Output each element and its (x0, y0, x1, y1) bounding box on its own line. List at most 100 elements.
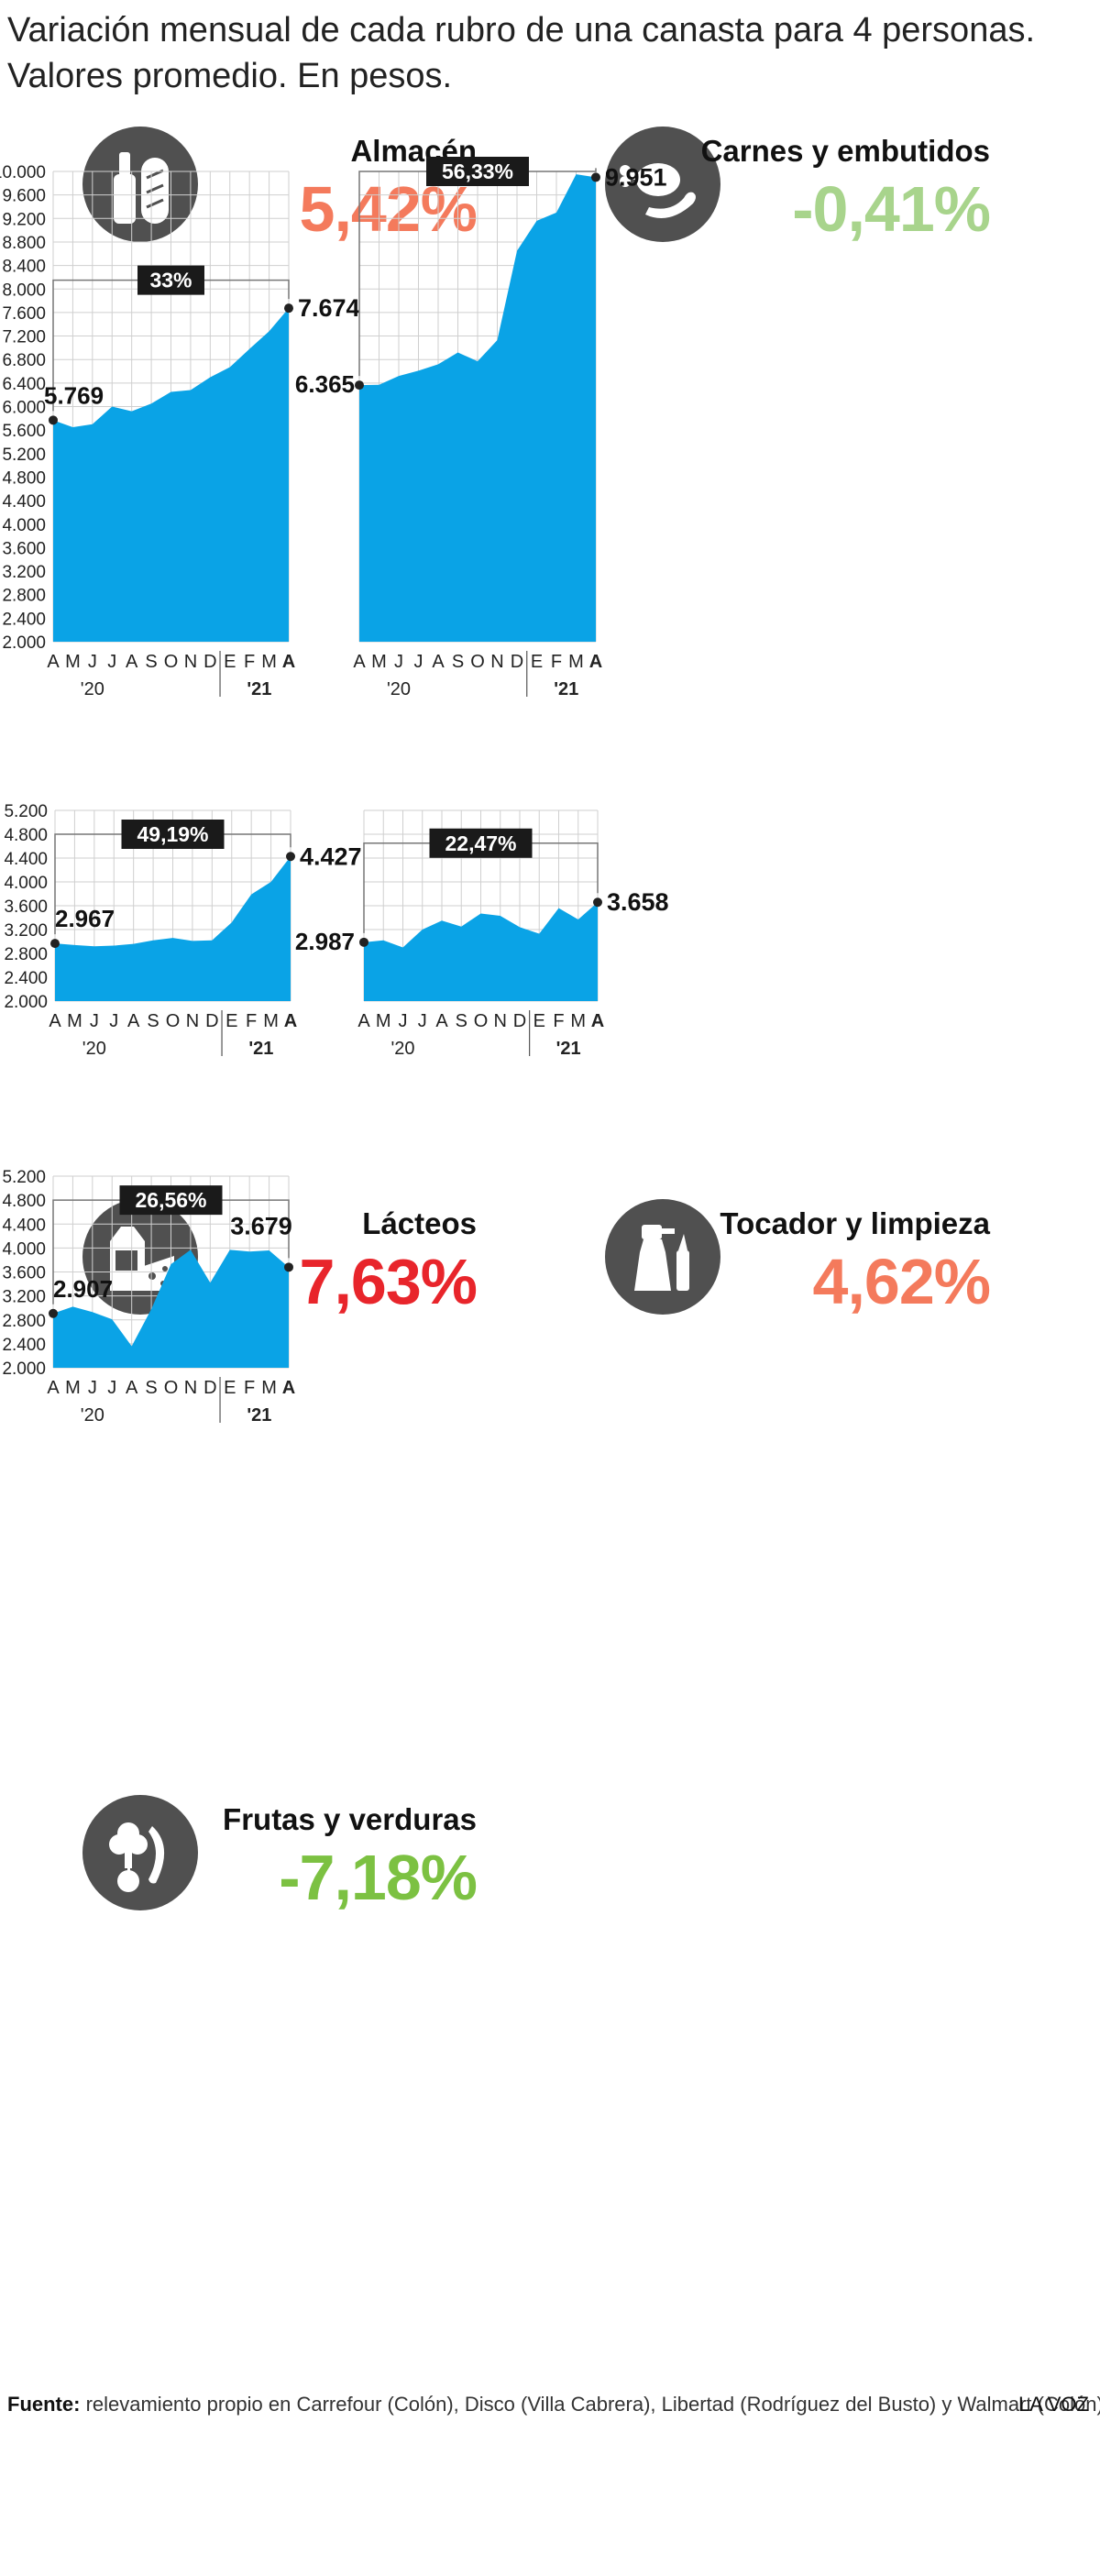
x-tick-label: S (452, 652, 464, 672)
x-tick-label: O (166, 1011, 181, 1031)
panel-carnes: Carnes y embutidos -0,41% 56,33% 6.365 9.9… (295, 119, 1027, 908)
year-label-2020: '20 (82, 1039, 106, 1059)
y-tick-label: 9.200 (2, 210, 46, 229)
year-label-2020: '20 (81, 679, 104, 699)
x-tick-label: M (371, 652, 387, 672)
start-value-label: 2.987 (295, 928, 355, 955)
header-line-2: Valores promedio. En pesos. (7, 57, 453, 95)
start-point (355, 380, 364, 391)
x-tick-label: J (414, 652, 424, 672)
year-label-2020: '20 (390, 1039, 414, 1059)
x-tick-label: A (282, 1378, 295, 1398)
end-value-label: 3.679 (230, 1212, 292, 1239)
x-tick-label: J (399, 1011, 408, 1031)
x-tick-label: F (551, 652, 562, 672)
change-badge (121, 820, 225, 849)
x-tick-label: M (376, 1011, 391, 1031)
y-tick-label: 4.400 (2, 1216, 46, 1235)
year-label-2021: '21 (248, 1039, 273, 1059)
y-tick-label: 8.400 (2, 258, 46, 277)
y-tick-label: 2.000 (2, 633, 46, 653)
y-tick-label: 2.800 (2, 1312, 46, 1331)
x-tick-label: F (553, 1011, 564, 1031)
x-tick-label: M (67, 1011, 82, 1031)
change-badge-label: 22,47% (445, 831, 516, 855)
x-tick-label: A (284, 1011, 297, 1031)
category-title: Lácteos (362, 1206, 477, 1240)
year-label-2021: '21 (247, 1405, 271, 1426)
x-tick-label: J (88, 1378, 97, 1398)
y-tick-label: 4.000 (2, 1239, 46, 1259)
x-tick-label: E (224, 1378, 236, 1398)
y-tick-label: 2.000 (2, 1360, 46, 1379)
x-tick-label: J (88, 652, 97, 672)
end-point (593, 897, 602, 908)
fruit-vegetable-icon (82, 1795, 198, 1910)
x-tick-label: A (126, 1378, 138, 1398)
x-tick-label: A (432, 652, 445, 672)
x-tick-label: A (47, 1378, 60, 1398)
y-tick-label: 2.400 (4, 969, 48, 988)
area-series (55, 856, 291, 1001)
start-value-label: 2.967 (55, 905, 115, 932)
y-tick-label: 5.200 (2, 1168, 46, 1187)
y-tick-label: 3.200 (2, 1288, 46, 1307)
y-tick-label: 2.800 (2, 587, 46, 606)
x-tick-label: D (513, 1011, 526, 1031)
header-line-1: Variación mensual de cada rubro de una c… (7, 11, 1036, 50)
end-value-label: 4.427 (300, 842, 362, 870)
x-tick-label: S (147, 1011, 159, 1031)
year-label-2021: '21 (556, 1039, 581, 1059)
x-tick-label: O (164, 652, 179, 672)
y-tick-label: 8.000 (2, 281, 46, 300)
lacteos-area-chart: 5.200 4.800 4.400 4.000 3.600 3.200 2.800 2.400… (4, 802, 361, 1059)
y-tick-label: 3.600 (2, 1264, 46, 1283)
chart-header: Variación mensual de cada rubro de una c… (7, 7, 1035, 99)
x-tick-label: J (109, 1011, 118, 1031)
category-change: -0,41% (792, 173, 991, 245)
frutas-area-chart: 5.200 4.800 4.400 4.000 3.600 3.200 2.800 2.400… (2, 1168, 295, 1426)
x-tick-label: E (224, 652, 236, 672)
change-badge (426, 157, 529, 186)
x-tick-label: N (490, 652, 503, 672)
y-tick-label: 6.000 (2, 399, 46, 418)
change-badge-label: 49,19% (137, 822, 208, 846)
x-tick-label: N (494, 1011, 507, 1031)
change-badge (429, 828, 533, 858)
x-tick-label: J (418, 1011, 427, 1031)
x-tick-label: N (186, 1011, 199, 1031)
y-tick-label: 4.000 (4, 874, 48, 893)
y-tick-label: 4.800 (4, 826, 48, 845)
x-tick-label: J (394, 652, 403, 672)
change-badge-label: 26,56% (135, 1188, 206, 1212)
x-tick-label: N (184, 1378, 197, 1398)
end-point (284, 303, 293, 314)
source-label: Fuente: (7, 2393, 81, 2416)
start-value-label: 2.907 (53, 1275, 113, 1303)
y-tick-label: 3.200 (4, 921, 48, 941)
x-tick-label: F (246, 1011, 257, 1031)
area-series (359, 174, 596, 642)
x-tick-label: A (127, 1011, 140, 1031)
panel-lacteos: Lácteos 7,63% 5.200 4.800 4.400 4.000 3.600 3… (0, 802, 513, 1980)
change-badge-label: 56,33% (442, 160, 513, 183)
x-tick-label: M (65, 1378, 81, 1398)
x-tick-label: M (570, 1011, 586, 1031)
year-label-2021: '21 (554, 679, 578, 699)
x-tick-label: J (107, 652, 116, 672)
bread-bottle-icon (82, 127, 198, 242)
start-point (49, 1308, 58, 1318)
category-change: -7,18% (279, 1842, 478, 1913)
y-tick-label: 3.600 (4, 897, 48, 917)
category-title: Carnes y embutidos (700, 134, 990, 168)
x-tick-label: N (184, 652, 197, 672)
y-tick-label: 2.800 (4, 945, 48, 964)
y-tick-label: 2.400 (2, 610, 46, 629)
y-tick-label: 4.800 (2, 1192, 46, 1211)
end-point (591, 172, 600, 182)
y-tick-label: 6.800 (2, 351, 46, 370)
panel-tocador: Tocador y limpieza 4,62% 22,47% 2.987 3.65… (295, 809, 1027, 1980)
x-tick-label: A (358, 1011, 370, 1031)
source-text: relevamiento propio en Carrefour (Colón)… (80, 2393, 1100, 2416)
